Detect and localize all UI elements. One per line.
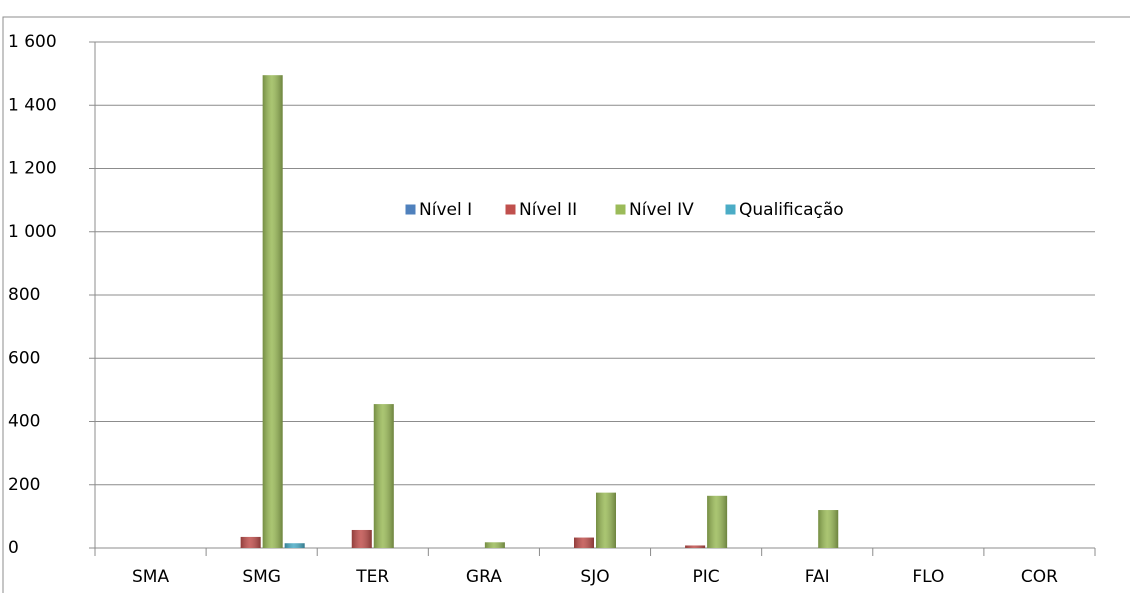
legend: Nível I Nível II Nível IV Qualificação [404, 200, 844, 220]
bar [484, 542, 505, 548]
bar [262, 75, 283, 549]
x-tick-label: SJO [580, 567, 609, 587]
y-tick-label: 400 [8, 412, 40, 432]
bar [351, 529, 372, 548]
bar-shade [818, 510, 839, 548]
chart-frame [2, 16, 1130, 593]
bar [707, 495, 728, 548]
x-tick-label: SMG [242, 567, 281, 587]
bar-shade [574, 537, 594, 548]
legend-label: Nível IV [629, 200, 694, 220]
bar [373, 404, 394, 548]
bar-shade [240, 536, 261, 548]
bar-shade [351, 529, 372, 548]
y-tick-label: 800 [8, 285, 40, 305]
bar [284, 543, 305, 548]
bar [596, 492, 616, 548]
legend-swatch [724, 203, 737, 216]
bar-shade [685, 545, 706, 548]
x-tick-label: COR [1021, 567, 1058, 587]
y-tick-label: 600 [8, 348, 40, 368]
x-tick-label: PIC [693, 567, 720, 587]
legend-label: Nível I [419, 200, 472, 220]
y-tick-label: 1 600 [8, 32, 57, 52]
x-tick-label: SMA [132, 567, 169, 587]
bar-shade [284, 543, 305, 548]
legend-swatch [504, 203, 517, 216]
y-tick-label: 1 200 [8, 159, 57, 179]
x-tick-label: TER [355, 567, 389, 587]
x-tick-label: FLO [912, 567, 944, 587]
legend-label: Nível II [519, 200, 577, 220]
legend-swatch [614, 203, 627, 216]
bar-shade [262, 75, 283, 549]
bar [818, 510, 839, 548]
y-tick-label: 0 [8, 538, 19, 558]
legend-label: Qualificação [739, 200, 844, 220]
bar-shade [596, 492, 616, 548]
bar [685, 545, 706, 548]
bar [240, 536, 261, 548]
x-tick-label: GRA [466, 567, 502, 587]
bar-shade [707, 495, 728, 548]
bar-shade [373, 404, 394, 548]
y-tick-label: 1 000 [8, 222, 57, 242]
x-tick-label: FAI [805, 567, 830, 587]
bar-shade [484, 542, 505, 548]
y-tick-label: 1 400 [8, 95, 57, 115]
legend-swatch [404, 203, 417, 216]
bar [574, 537, 594, 548]
y-tick-label: 200 [8, 475, 40, 495]
